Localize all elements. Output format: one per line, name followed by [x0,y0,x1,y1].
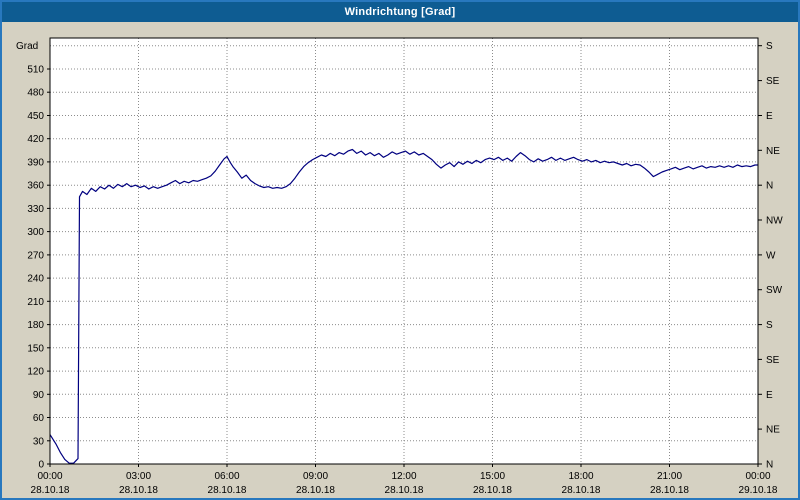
x-time-label: 00:00 [745,471,770,482]
compass-label: SE [766,355,780,366]
x-time-label: 03:00 [126,471,151,482]
y-axis-tick-label: 510 [27,65,44,76]
x-date-label: 28.10.18 [562,485,601,496]
compass-label: NE [766,425,780,436]
x-date-label: 28.10.18 [31,485,70,496]
x-time-label: 18:00 [568,471,593,482]
wind-direction-chart: Grad 0 30 60 90 120 150 180 210 240 270 300 330 360 39… [16,37,783,496]
y-axis-tick-label: 240 [27,274,44,285]
y-axis-tick-label: 90 [33,390,45,401]
compass-label: SE [766,76,780,87]
y-axis-tick-label: 120 [27,367,44,378]
y-axis-tick-label: 300 [27,227,44,238]
x-time-label: 06:00 [214,471,239,482]
x-date-label: 28.10.18 [650,485,689,496]
x-date-label: 28.10.18 [119,485,158,496]
y-axis-tick-label: 150 [27,343,44,354]
y-axis-tick-label: 450 [27,111,44,122]
compass-label: N [766,460,773,471]
y-axis-tick-label: 60 [33,413,45,424]
compass-label: SW [766,285,783,296]
compass-label: E [766,390,773,401]
compass-label: NE [766,146,780,157]
y-axis-tick-label: 330 [27,204,44,215]
y-axis-tick-label: 390 [27,157,44,168]
y-axis-tick-label: 210 [27,297,44,308]
window-title: Windrichtung [Grad] [344,6,456,18]
compass-label: W [766,250,776,261]
x-time-label: 15:00 [480,471,505,482]
x-time-label: 12:00 [391,471,416,482]
x-date-label: 28.10.18 [385,485,424,496]
compass-label: E [766,111,773,122]
y-axis-tick-label: 360 [27,181,44,192]
x-time-label: 09:00 [303,471,328,482]
y-axis-tick-label: 180 [27,320,44,331]
compass-label: N [766,181,773,192]
compass-label: NW [766,216,783,227]
title-bar[interactable]: Windrichtung [Grad] [2,2,798,22]
y-axis-tick-label: 480 [27,88,44,99]
x-time-label: 21:00 [657,471,682,482]
y-axis-tick-label: 0 [38,460,44,471]
chart-region: Grad 0 30 60 90 120 150 180 210 240 270 300 330 360 39… [2,22,798,498]
compass-label: S [766,320,773,331]
y-axis-tick-label: 420 [27,134,44,145]
y-axis-tick-label: 30 [33,436,45,447]
x-date-label: 28.10.18 [296,485,335,496]
x-date-label: 28.10.18 [208,485,247,496]
compass-label: S [766,41,773,52]
x-time-label: 00:00 [37,471,62,482]
wind-direction-series-line [49,148,758,464]
x-date-label: 29.10.18 [739,485,778,496]
y-axis-tick-label: 270 [27,250,44,261]
x-date-label: 28.10.18 [473,485,512,496]
y-axis-title: Grad [16,41,38,52]
